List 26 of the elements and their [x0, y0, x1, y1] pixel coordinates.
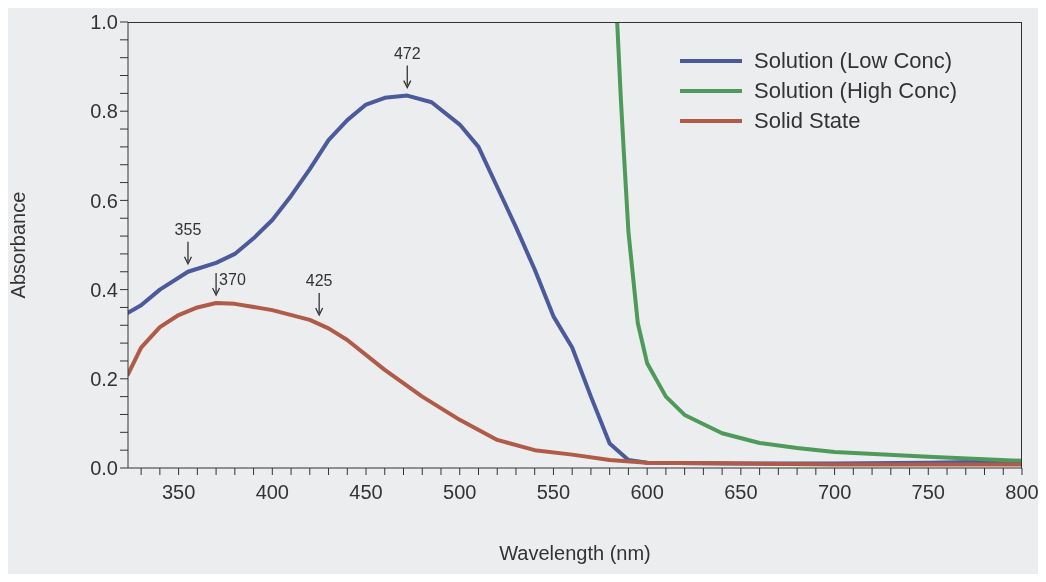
legend-label: Solution (High Conc) — [754, 77, 957, 105]
annotation: 355 — [174, 220, 202, 238]
y-tick-label: 0.0 — [90, 457, 118, 480]
y-tick-label: 0.6 — [90, 189, 118, 212]
x-tick-label: 350 — [161, 481, 196, 504]
y-tick-label: 0.2 — [90, 367, 118, 390]
x-tick-label: 650 — [724, 481, 758, 504]
legend-label: Solid State — [754, 107, 861, 135]
legend-label: Solution (Low Conc) — [754, 47, 953, 75]
x-tick-label: 600 — [630, 481, 664, 504]
y-tick-label: 0.8 — [90, 100, 118, 123]
annotation: 425 — [305, 272, 333, 290]
x-axis-title: Wavelength (nm) — [499, 542, 651, 564]
y-axis-title: Absorbance — [7, 191, 30, 299]
annotation: 472 — [393, 44, 421, 62]
x-tick-label: 400 — [255, 481, 289, 504]
x-tick-label: 750 — [911, 481, 945, 504]
x-tick-label: 800 — [1005, 481, 1039, 504]
x-tick-label: 500 — [443, 481, 477, 504]
annotation: 370 — [219, 270, 246, 288]
x-tick-label: 700 — [817, 481, 852, 504]
x-tick-label: 550 — [536, 481, 571, 504]
line-series — [615, 22, 1022, 463]
y-tick-label: 1.0 — [90, 11, 118, 34]
y-tick-label: 0.4 — [90, 278, 118, 301]
x-tick-label: 450 — [349, 481, 383, 504]
